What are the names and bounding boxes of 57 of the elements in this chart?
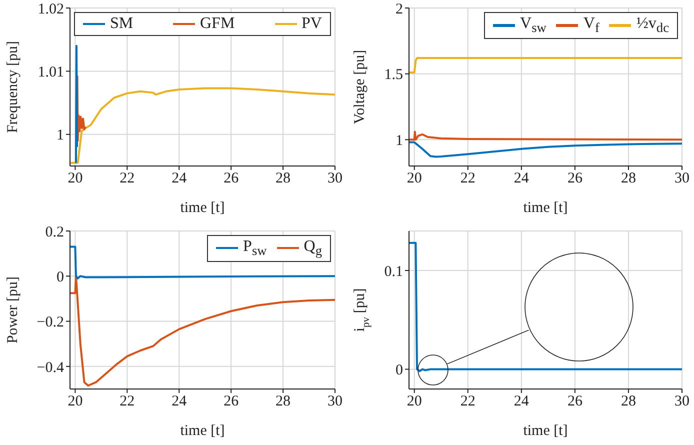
legend-label: V$_{f}$	[583, 15, 600, 36]
legend-label: P$_{sw}$	[243, 238, 267, 259]
x-tick-label: 22	[120, 393, 135, 410]
y-axis-title: Power [pu]	[5, 276, 22, 344]
legend-label: V$_{sw}$	[520, 15, 546, 36]
y-axis-title: Voltage [pu]	[352, 50, 368, 124]
x-tick-label: 30	[328, 170, 342, 187]
x-tick-label: 20	[68, 170, 83, 187]
y-tick-label: 1.01	[38, 64, 64, 81]
x-tick-label: 26	[224, 170, 240, 187]
x-tick-label: 24	[172, 393, 188, 410]
x-tick-label: 22	[120, 170, 135, 187]
x-tick-label: 26	[567, 393, 583, 410]
x-tick-label: 22	[460, 170, 476, 187]
y-tick-label: 2	[396, 1, 403, 18]
legend-label: SM	[110, 15, 134, 33]
line-series	[70, 87, 335, 164]
y-tick-label: 1	[396, 132, 403, 149]
x-tick-label: 30	[674, 170, 690, 187]
legend-label: PV	[302, 15, 322, 33]
x-axis-title: time [t]	[523, 422, 568, 438]
x-tick-label: 20	[68, 393, 83, 410]
x-tick-label: 26	[224, 393, 240, 410]
line-series	[76, 74, 87, 142]
y-tick-label: 1.5	[384, 67, 403, 84]
line-series	[409, 241, 682, 372]
x-tick-label: 28	[620, 170, 636, 187]
line-series	[409, 130, 682, 141]
y-tick-label: 0	[396, 362, 403, 378]
x-axis-title: time [t]	[180, 422, 225, 438]
y-tick-label: 0.1	[384, 263, 403, 280]
x-tick-label: 28	[276, 170, 291, 187]
legend-label: Q$_{g}$	[304, 238, 322, 259]
y-tick-label: 1.02	[38, 1, 64, 18]
y-tick-label: −0.4	[36, 359, 64, 376]
x-tick-label: 20	[406, 170, 422, 187]
line-series	[70, 274, 335, 386]
x-axis-title: time [t]	[180, 200, 225, 216]
y-tick-label: 0	[56, 268, 64, 285]
y-tick-label: 1	[56, 128, 64, 144]
x-tick-label: 24	[172, 170, 188, 187]
x-tick-label: 26	[567, 170, 583, 187]
legend-label: GFM	[200, 15, 235, 33]
x-tick-label: 24	[514, 393, 530, 410]
x-tick-label: 20	[406, 393, 422, 410]
x-tick-label: 22	[460, 393, 476, 410]
x-tick-label: 28	[620, 393, 636, 410]
x-tick-label: 30	[674, 393, 690, 410]
x-tick-label: 24	[514, 170, 530, 187]
x-tick-label: 30	[328, 393, 342, 410]
legend-label: ½v$_{dc}$	[636, 15, 669, 36]
y-axis-title: Frequency [pu]	[5, 40, 22, 134]
y-tick-label: −0.2	[36, 314, 64, 330]
line-series	[409, 141, 682, 158]
y-tick-label: 0.2	[45, 224, 64, 240]
x-tick-label: 28	[276, 393, 291, 410]
x-axis-title: time [t]	[523, 200, 568, 216]
